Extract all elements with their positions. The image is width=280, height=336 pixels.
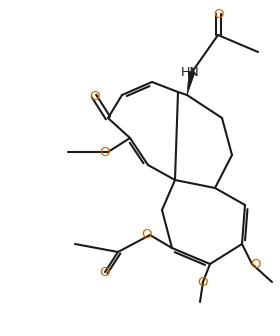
Polygon shape	[187, 71, 195, 95]
Text: O: O	[198, 276, 208, 289]
Text: HN: HN	[181, 66, 200, 79]
Text: O: O	[250, 257, 260, 270]
Text: O: O	[213, 7, 223, 20]
Text: O: O	[99, 145, 110, 159]
Text: O: O	[89, 89, 99, 102]
Text: O: O	[141, 228, 152, 242]
Text: O: O	[100, 265, 110, 279]
